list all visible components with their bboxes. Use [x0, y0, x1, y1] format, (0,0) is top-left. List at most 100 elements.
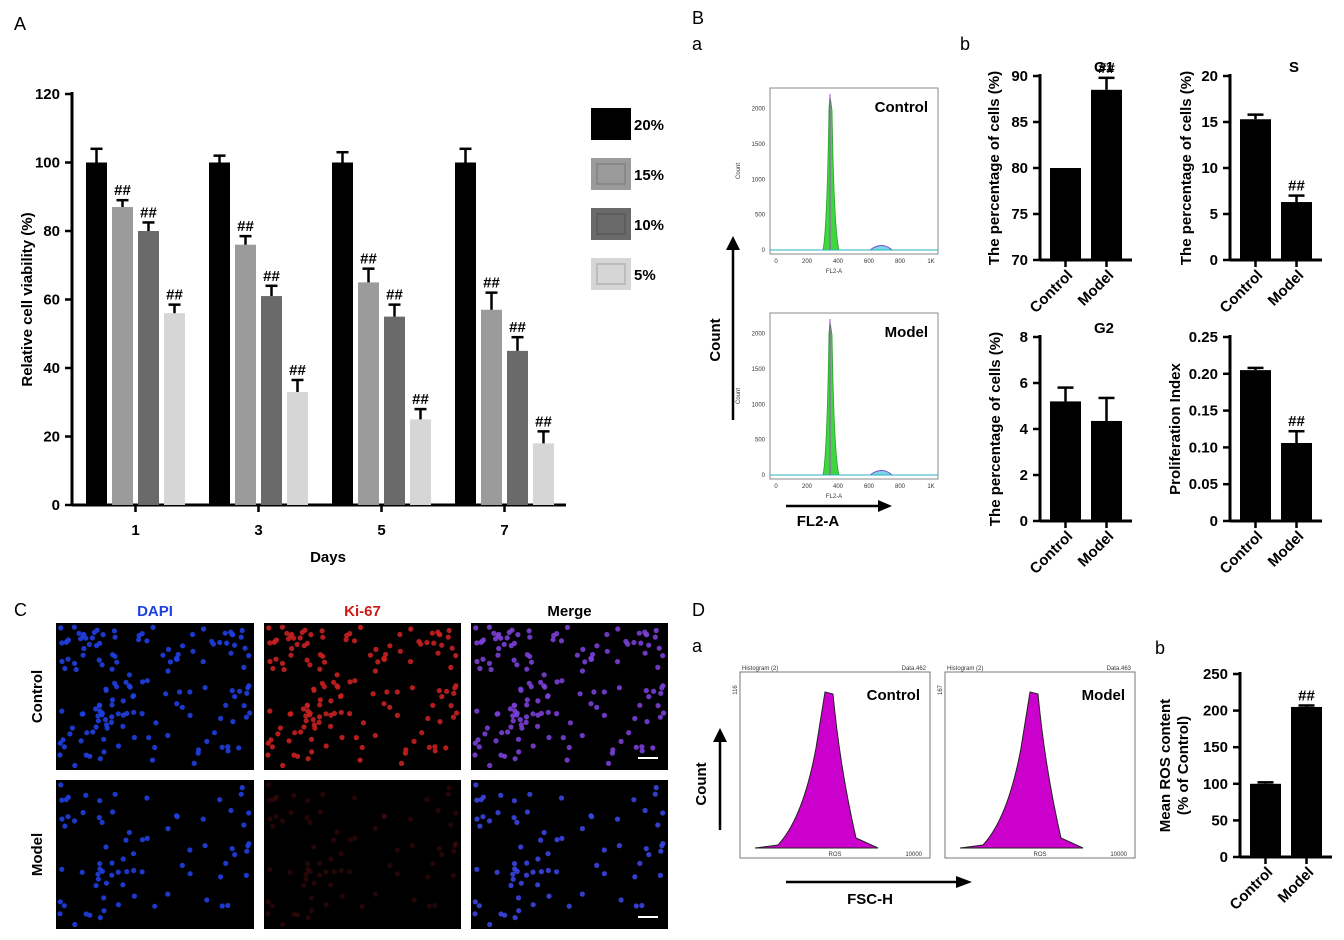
cell	[518, 844, 524, 850]
cell	[632, 874, 638, 880]
cell	[638, 640, 644, 646]
cell	[449, 645, 455, 651]
cell	[480, 656, 486, 662]
flow-y-tick: 1500	[752, 142, 766, 148]
cell	[67, 731, 73, 737]
cell	[179, 862, 185, 869]
cell	[59, 708, 65, 714]
flow-x-max: 10000	[1110, 852, 1127, 858]
cell	[146, 735, 152, 741]
cell	[65, 656, 71, 662]
cell	[472, 899, 478, 905]
cell	[323, 902, 329, 908]
cell	[609, 750, 616, 756]
cell	[224, 640, 230, 646]
cell	[165, 646, 172, 653]
cell	[494, 869, 500, 875]
cell	[243, 872, 249, 879]
cell	[510, 718, 516, 724]
cell	[100, 632, 106, 638]
cell	[658, 690, 664, 696]
cell	[97, 756, 103, 762]
cell	[265, 740, 271, 746]
y-axis-title: Relative cell viability (%)	[19, 212, 36, 386]
cell	[502, 912, 508, 918]
cell	[353, 735, 359, 741]
cell	[149, 757, 156, 763]
cell	[246, 810, 252, 816]
cell	[636, 630, 642, 636]
cell	[439, 694, 445, 700]
cell	[303, 876, 309, 882]
cell	[472, 740, 478, 746]
cell	[601, 847, 607, 853]
cell	[604, 631, 610, 638]
fl2-arrow-head	[878, 500, 892, 512]
flow-y-small-label: Count	[736, 163, 742, 179]
cell	[245, 843, 251, 849]
x-tick-label: Model	[1075, 267, 1118, 310]
cell	[229, 846, 235, 852]
flow-x-small-label: FL2-A	[826, 269, 842, 275]
cell	[347, 837, 353, 843]
chart-title: G1	[1094, 59, 1114, 76]
cell	[394, 689, 400, 695]
cell	[526, 628, 532, 634]
cell	[229, 631, 235, 637]
cell	[659, 685, 665, 691]
ros-histogram	[754, 691, 879, 849]
cell	[488, 666, 494, 673]
cell	[615, 626, 621, 632]
bar	[358, 282, 379, 505]
legend-label: 15%	[634, 167, 664, 184]
cell	[112, 791, 118, 797]
cell	[80, 711, 86, 717]
cell	[295, 912, 301, 918]
cell	[618, 897, 624, 903]
cell	[367, 652, 373, 658]
bar	[533, 443, 554, 505]
cell	[57, 899, 63, 905]
cell	[202, 685, 208, 691]
flow-data-id: Data.463	[1107, 666, 1132, 672]
cell	[546, 734, 552, 741]
cell	[508, 882, 514, 889]
cell	[120, 723, 126, 730]
cell	[97, 640, 103, 647]
cell	[480, 794, 486, 800]
cell	[331, 837, 337, 843]
y-tick-label: 100	[35, 155, 60, 172]
cell	[95, 713, 101, 719]
y-tick-label: 0	[1220, 849, 1228, 866]
cell	[80, 810, 86, 816]
cell	[242, 645, 248, 651]
chart-ros: 0 50 100 150 200 250 Control ## Model Mean ROS co…	[1157, 666, 1332, 914]
cell	[495, 711, 501, 717]
cell	[643, 846, 649, 852]
significance-mark: ##	[483, 275, 500, 292]
y-tick-label: 200	[1203, 703, 1228, 720]
fl2-axis-label: FL2-A	[797, 513, 840, 530]
cell	[661, 710, 667, 716]
cell	[57, 752, 63, 758]
cell	[560, 735, 566, 741]
cell	[72, 660, 78, 667]
significance-mark: ##	[1288, 178, 1305, 195]
cell	[323, 743, 329, 749]
cell	[120, 712, 126, 718]
cell	[165, 826, 171, 832]
cell	[502, 753, 508, 759]
cell	[535, 882, 541, 888]
cell	[564, 757, 570, 763]
cell	[530, 902, 536, 908]
cell	[550, 637, 556, 643]
flow-x-tick: 200	[802, 259, 813, 265]
cell	[266, 782, 272, 788]
cell	[232, 852, 238, 858]
cell	[639, 744, 645, 750]
cell	[657, 872, 664, 879]
cell	[493, 738, 499, 744]
cell	[347, 869, 353, 875]
bar	[86, 162, 107, 505]
cell	[637, 860, 643, 867]
